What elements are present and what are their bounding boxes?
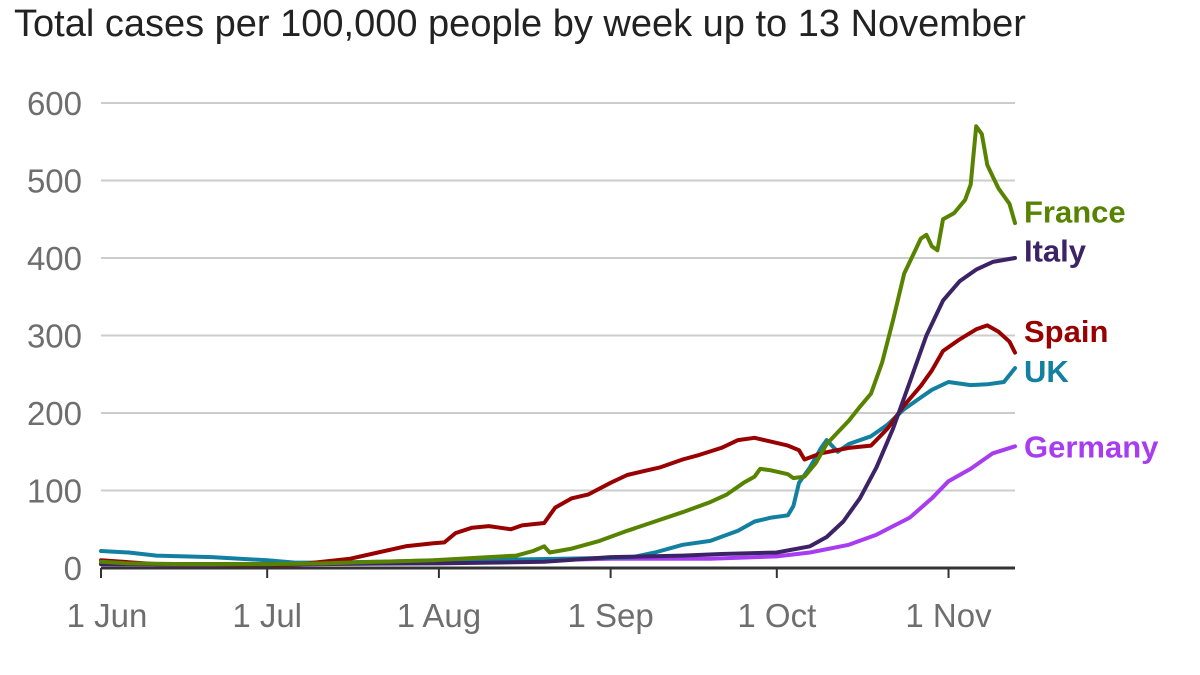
chart-title: Total cases per 100,000 people by week u… — [14, 3, 1026, 45]
x-axis-ticks: 1 Jun 1 Jul 1 Aug 1 Sep 1 Oct 1 Nov — [67, 568, 992, 634]
y-axis-ticks: 0 100 200 300 400 500 600 — [27, 85, 82, 587]
series-label-spain: Spain — [1024, 314, 1108, 349]
series-label-france: France — [1024, 195, 1126, 230]
y-tick-label: 100 — [27, 473, 82, 510]
x-tick-label: 1 Sep — [567, 597, 653, 634]
series-line-italy — [99, 256, 1017, 567]
series-label-uk: UK — [1024, 354, 1069, 389]
y-tick-label: 200 — [27, 395, 82, 432]
series-line-spain — [99, 323, 1017, 567]
series-label-italy: Italy — [1024, 233, 1087, 268]
y-tick-label: 300 — [27, 318, 82, 355]
y-tick-label: 500 — [27, 163, 82, 200]
x-tick-label: 1 Oct — [737, 597, 816, 634]
y-tick-label: 0 — [64, 550, 82, 587]
x-tick-label: 1 Aug — [397, 597, 481, 634]
series-line-france — [99, 124, 1017, 567]
y-tick-label: 400 — [27, 240, 82, 277]
series-lines — [99, 124, 1017, 570]
series-label-germany: Germany — [1024, 429, 1159, 464]
x-tick-label: 1 Nov — [905, 597, 992, 634]
x-tick-label: 1 Jul — [232, 597, 302, 634]
y-tick-label: 600 — [27, 85, 82, 122]
x-tick-label: 1 Jun — [67, 597, 148, 634]
